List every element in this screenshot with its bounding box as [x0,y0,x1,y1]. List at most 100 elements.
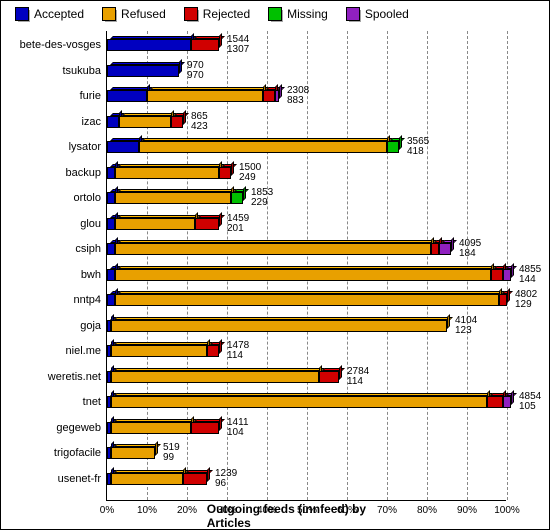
bar-segment-accepted [107,65,179,77]
y-axis-label: izac [81,116,107,128]
legend-item-accepted: Accepted [15,7,84,21]
y-axis-label: backup [66,167,107,179]
legend-label: Accepted [34,7,84,21]
value-labels: 4855144 [519,265,541,285]
bar-segment-refused [111,422,191,434]
legend-swatch [268,7,282,21]
value-labels: 865423 [191,112,208,132]
value-total: 970 [187,61,204,71]
value-accepted: 970 [187,71,204,81]
y-axis-label: csiph [75,243,107,255]
value-labels: 1500249 [239,163,261,183]
bar-segment-accepted [107,294,115,306]
y-axis-label: nntp4 [73,294,107,306]
x-tick-label: 80% [417,505,437,516]
bar-segment-accepted [107,192,115,204]
bar-segment-refused [147,90,263,102]
y-axis-label: gegeweb [56,422,107,434]
bar-segment-refused [139,141,387,153]
value-accepted: 201 [227,224,249,234]
value-accepted: 114 [347,377,369,387]
bar-segment-accepted [107,39,191,51]
bar-segment-spooled [275,90,279,102]
value-labels: 970970 [187,61,204,81]
value-labels: 15441307 [227,35,249,55]
value-accepted: 229 [251,198,273,208]
legend-swatch [102,7,116,21]
bar-segment-accepted [107,269,115,281]
x-tick-label: 50% [297,505,317,516]
y-axis-label: weretis.net [48,371,107,383]
value-accepted: 129 [515,300,537,310]
value-accepted: 96 [215,479,237,489]
legend-item-rejected: Rejected [184,7,250,21]
value-total: 865 [191,112,208,122]
bar-segment-spooled [503,269,511,281]
value-accepted: 184 [459,249,481,259]
legend-label: Missing [287,7,328,21]
bar-segment-refused [115,218,195,230]
x-tick-label: 100% [494,505,520,516]
y-axis-label: trigofacile [54,447,107,459]
y-axis-label: goja [80,320,107,332]
value-accepted: 1307 [227,45,249,55]
bar-segment-rejected [499,294,507,306]
bar-segment-rejected [191,422,219,434]
bar-segment-rejected [263,90,275,102]
value-accepted: 883 [287,96,309,106]
x-tick-label: 60% [337,505,357,516]
bar-segment-accepted [107,141,139,153]
bar-segment-rejected [207,345,219,357]
value-total: 2784 [347,367,369,377]
value-labels: 4095184 [459,239,481,259]
bar-segment-refused [111,320,447,332]
bar-segment-refused [115,167,219,179]
legend-swatch [15,7,29,21]
legend-label: Refused [121,7,166,21]
bar-segment-accepted [107,90,147,102]
bar-segment-refused [111,371,319,383]
bar-segment-rejected [487,396,503,408]
value-accepted: 114 [227,351,249,361]
value-total: 1411 [227,418,249,428]
y-axis-label: furie [80,90,107,102]
value-labels: 4104123 [455,316,477,336]
y-axis-label: lysator [69,141,107,153]
bar-segment-rejected [219,167,231,179]
bar-segment-rejected [319,371,339,383]
bar-segment-refused [115,294,499,306]
legend-swatch [346,7,360,21]
value-total: 1459 [227,214,249,224]
value-accepted: 423 [191,122,208,132]
value-labels: 1478114 [227,341,249,361]
y-axis-label: bwh [81,269,107,281]
value-total: 1500 [239,163,261,173]
bar-segment-accepted [107,167,115,179]
bar-segment-missing [231,192,243,204]
bar-segment-accepted [107,116,119,128]
chart-container: AcceptedRefusedRejectedMissingSpooled Ou… [1,1,549,529]
x-tick-label: 20% [177,505,197,516]
bar-segment-refused [115,269,491,281]
bar-segment-spooled [439,243,451,255]
bar-segment-rejected [195,218,219,230]
value-accepted: 123 [455,326,477,336]
value-accepted: 99 [163,453,180,463]
bar-segment-refused [111,447,155,459]
x-tick-label: 10% [137,505,157,516]
legend-item-spooled: Spooled [346,7,409,21]
value-total: 1239 [215,469,237,479]
x-tick-label: 70% [377,505,397,516]
value-accepted: 144 [519,275,541,285]
value-accepted: 104 [227,428,249,438]
value-labels: 3565418 [407,137,429,157]
bar-segment-accepted [107,243,115,255]
x-tick-label: 40% [257,505,277,516]
value-labels: 4854105 [519,392,541,412]
x-tick-label: 0% [100,505,114,516]
bar-segment-refused [115,192,231,204]
y-axis-label: tsukuba [62,65,107,77]
value-total: 4855 [519,265,541,275]
bar-segment-rejected [431,243,439,255]
bar-segment-rejected [191,39,219,51]
